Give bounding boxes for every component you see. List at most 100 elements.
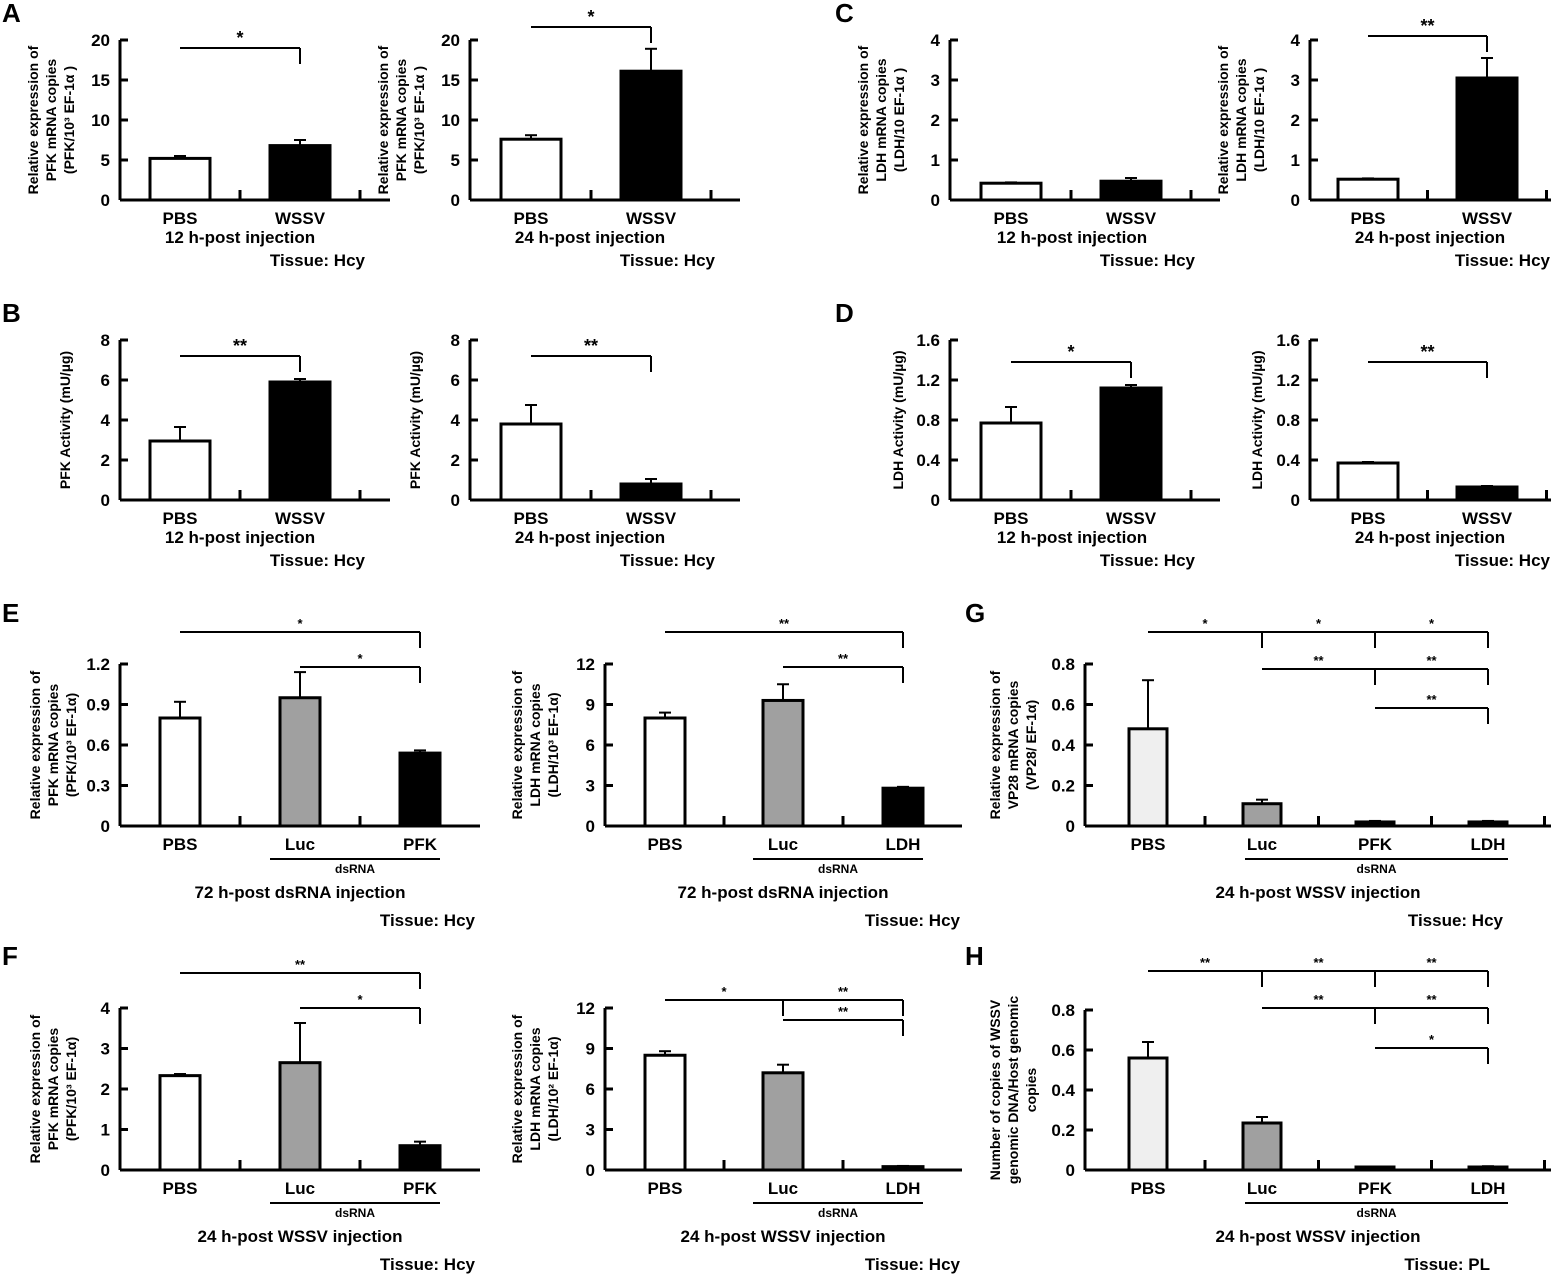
y-axis-label: Relative expression of [27,1014,43,1163]
tissue-label: Tissue: Hcy [865,911,961,930]
bar-pbs [1336,177,1400,202]
y-tick-label: 1 [101,1121,110,1140]
category-label: PBS [994,209,1029,228]
significance-label: ** [838,651,849,666]
y-tick-label: 0.4 [1276,451,1300,470]
x-axis-title: 12 h-post injection [997,228,1147,247]
significance-label: ** [1426,955,1437,970]
y-tick-label: 0 [586,1161,595,1180]
y-tick-label: 1.2 [916,371,940,390]
chart-panel-1: 0 5 10 15 20 Relative expression of PFK mRNA c… [375,7,740,270]
y-axis-label: Relative expression of [1215,45,1231,194]
significance-label: ** [1426,653,1437,668]
y-tick-label: 1 [931,151,940,170]
y-tick-label: 0.2 [1051,777,1075,796]
panel-letter: A [2,0,21,28]
chart-panel-10: G 0 0.2 0.4 0.6 0.8 Relative expression of VP28… [965,598,1551,930]
dsrna-group-label: dsRNA [818,1206,858,1220]
y-tick-label: 4 [101,999,111,1018]
y-tick-label: 0 [451,491,460,510]
y-tick-label: 4 [1291,31,1301,50]
tissue-label: Tissue: Hcy [270,551,366,570]
x-axis-title: 24 h-post injection [1355,528,1505,547]
y-axis-label: LDH Activity (mU/µg) [890,351,906,490]
chart-panel-5: 0 2 4 6 8 PFK Activity (mU/µg) PBS WSSV ** 24 h-p… [407,331,740,570]
chart-panel-7: 0 0.4 0.8 1.2 1.6 LDH Activity (mU/µg) PBS WSSV… [1249,331,1551,570]
category-label: WSSV [1462,209,1513,228]
category-label: PFK [403,1179,438,1198]
significance-label: ** [584,336,598,356]
bar-luc [1241,802,1283,828]
y-tick-label: 2 [101,451,110,470]
category-label: PBS [163,209,198,228]
category-label: WSSV [275,509,326,528]
y-tick-label: 4 [931,31,941,50]
category-label: LDH [1471,835,1506,854]
y-tick-label: 0 [101,1161,110,1180]
significance-label: * [357,992,363,1007]
category-label: WSSV [1106,209,1157,228]
y-axis-label: (PFK/10³ EF-1α ) [61,66,77,174]
bar-luc [278,1061,322,1172]
y-axis-label: VP28 mRNA copies [1005,680,1021,809]
y-tick-label: 6 [101,371,110,390]
y-axis-label: Relative expression of [509,670,525,819]
bar-wssv [619,482,683,502]
bar-ldh [1467,820,1509,828]
x-axis-title: 12 h-post injection [997,528,1147,547]
dsrna-group-label: dsRNA [1356,862,1396,876]
significance-label: ** [779,616,790,631]
x-axis-title: 72 h-post dsRNA injection [678,883,889,902]
y-tick-label: 3 [101,1040,110,1059]
y-axis-label: (PFK/10³ EF-1α) [63,693,79,797]
bar-ldh [1467,1165,1509,1172]
category-label: WSSV [626,209,677,228]
bar-pbs [643,1053,687,1172]
category-label: Luc [1247,835,1277,854]
bar-pbs [1127,727,1169,828]
category-label: Luc [285,835,315,854]
bar-ldh [881,786,925,828]
bar-pbs [148,439,212,502]
bar-ldh [881,1165,925,1172]
significance-label: ** [295,957,306,972]
chart-panel-9: 0 3 6 9 12 Relative expression of LDH mRNA cop… [509,616,962,930]
category-label: PFK [1358,1179,1393,1198]
y-tick-label: 2 [101,1080,110,1099]
category-label: PFK [1358,835,1393,854]
y-tick-label: 0.3 [86,777,110,796]
dsrna-group-label: dsRNA [818,862,858,876]
y-tick-label: 6 [586,1080,595,1099]
tissue-label: Tissue: Hcy [620,551,716,570]
significance-label: * [587,7,594,27]
bar-pbs [1127,1056,1169,1172]
dsrna-group-label: dsRNA [335,1206,375,1220]
category-label: WSSV [275,209,326,228]
x-axis-title: 24 h-post WSSV injection [1216,883,1421,902]
bar-pbs [1336,461,1400,502]
y-axis-label: PFK Activity (mU/µg) [57,351,73,489]
bar-wssv [619,69,683,202]
significance-label: * [297,616,303,631]
x-axis-title: 24 h-post injection [1355,228,1505,247]
y-axis-label: PFK mRNA copies [45,1028,61,1151]
bar-luc [278,696,322,828]
tissue-label: Tissue: Hcy [380,911,476,930]
category-label: LDH [886,835,921,854]
bar-pbs [148,156,212,202]
y-tick-label: 20 [441,31,460,50]
chart-panel-2: C 0 1 2 3 4 Relative expression of LDH mRNA cop… [835,0,1220,270]
tissue-label: Tissue: Hcy [1100,251,1196,270]
significance-label: * [1067,342,1074,362]
panel-letter: H [965,941,984,971]
dsrna-group-label: dsRNA [1356,1206,1396,1220]
category-label: WSSV [626,509,677,528]
y-tick-label: 6 [586,736,595,755]
y-tick-label: 0.6 [1051,696,1075,715]
category-label: PBS [1351,209,1386,228]
x-axis-title: 24 h-post WSSV injection [681,1227,886,1246]
category-label: Luc [768,835,798,854]
y-tick-label: 0 [101,817,110,836]
tissue-label: Tissue: Hcy [1100,551,1196,570]
y-tick-label: 6 [451,371,460,390]
